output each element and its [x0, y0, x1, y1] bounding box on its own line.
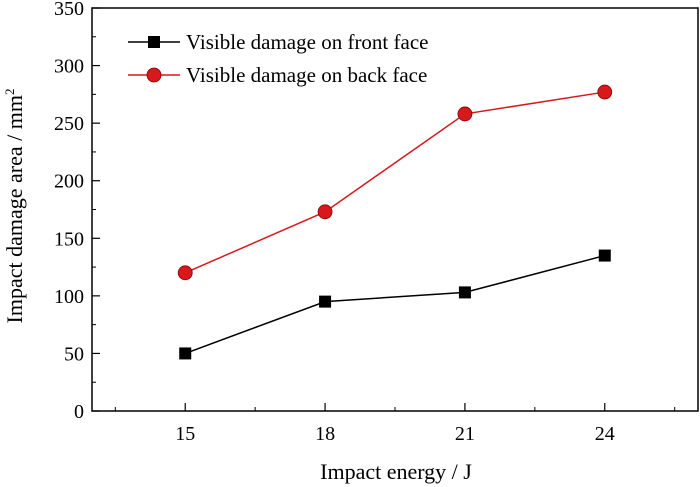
data-point-square: [319, 295, 332, 308]
data-point-square: [458, 286, 471, 299]
x-tick-label: 18: [315, 423, 335, 445]
x-tick-label: 21: [455, 423, 475, 445]
axes: 0 50 100 150 200 250 300 350 15 18 21 24: [54, 0, 699, 445]
x-tick-label: 24: [595, 423, 615, 445]
series-line: [184, 91, 605, 274]
y-tick-label: 100: [54, 286, 84, 308]
legend-label: Visible damage on front face: [186, 30, 428, 54]
legend-marker-circle: [146, 67, 162, 83]
legend-label: Visible damage on back face: [186, 63, 427, 87]
y-tick-label: 300: [54, 56, 84, 78]
y-axis-title-unit-exponent: 2: [2, 89, 17, 96]
data-point-circle: [177, 265, 193, 281]
y-tick-label: 50: [64, 343, 84, 365]
x-axis-title: Impact energy / J: [320, 459, 472, 484]
data-point-circle: [457, 106, 473, 122]
legend-marker-square: [148, 36, 160, 48]
y-tick-label: 0: [74, 401, 84, 423]
y-tick-label: 150: [54, 228, 84, 250]
y-tick-label: 250: [54, 113, 84, 135]
series-2: [177, 84, 613, 281]
x-tick-label: 15: [175, 423, 195, 445]
series-1: [179, 249, 611, 360]
y-axis-title: Impact damage area / mm2: [2, 89, 27, 324]
data-point-square: [598, 249, 611, 262]
y-tick-label: 200: [54, 171, 84, 193]
data-point-circle: [317, 204, 333, 220]
data-point-circle: [597, 84, 613, 100]
series-line: [184, 254, 605, 355]
legend: Visible damage on front face Visible dama…: [128, 30, 428, 87]
y-tick-label: 350: [54, 0, 84, 20]
plot-series: [177, 84, 613, 360]
y-axis-title-text: Impact damage area / mm: [2, 95, 27, 323]
data-point-square: [179, 347, 192, 360]
